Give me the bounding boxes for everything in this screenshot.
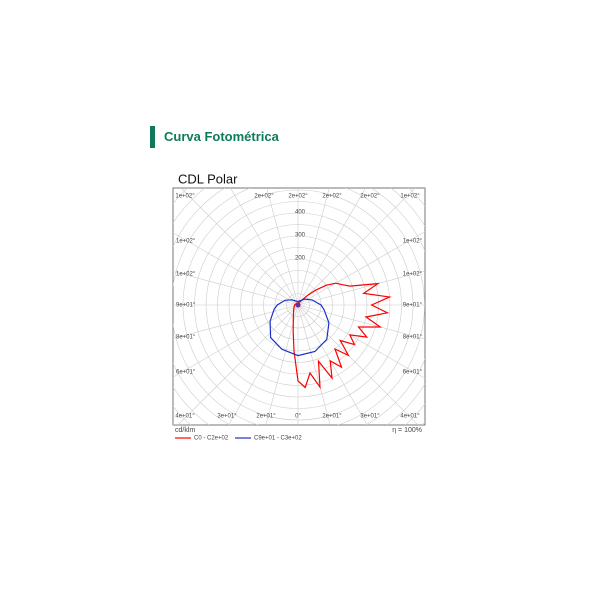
angle-label: 2e+02°: [322, 194, 342, 200]
spoke: [297, 188, 416, 306]
spoke: [173, 232, 299, 306]
angle-label: 1e+02°: [176, 272, 196, 278]
angle-label: 8e+01°: [403, 335, 423, 341]
chart-title: CDL Polar: [178, 171, 238, 186]
angle-label: 2e+01°: [322, 414, 342, 420]
angle-label: 2e+02°: [360, 194, 380, 200]
angle-label: 2e+02°: [288, 194, 308, 200]
legend-label: C9e+01 - C3e+02: [254, 436, 302, 442]
angle-label: 6e+01°: [403, 370, 423, 376]
angle-label: 4e+01°: [400, 414, 420, 420]
r-tick-label: 400: [295, 210, 306, 216]
spoke: [297, 270, 425, 306]
r-tick-label: 200: [295, 256, 306, 262]
spoke: [180, 188, 299, 306]
angle-label: 2e+01°: [256, 414, 276, 420]
spoke: [297, 188, 330, 306]
spoke: [297, 304, 419, 425]
unit-label: cd/klm: [175, 427, 195, 434]
plot-frame: [172, 187, 426, 426]
spoke: [297, 304, 331, 425]
angle-label: 1e+02°: [175, 194, 195, 200]
angle-label: 1e+02°: [400, 194, 420, 200]
angle-label: 3e+01°: [217, 414, 237, 420]
angle-label: 1e+02°: [403, 272, 423, 278]
spoke: [173, 304, 299, 378]
angle-label: 9e+01°: [403, 303, 423, 309]
spoke: [230, 188, 299, 306]
section-title: Curva Fotométrica: [150, 126, 279, 148]
grid: [173, 188, 425, 425]
spoke: [297, 304, 425, 379]
angle-label: 4e+01°: [175, 414, 195, 420]
spoke: [266, 188, 299, 306]
spoke: [228, 304, 299, 425]
r-tick-label: 300: [295, 233, 306, 239]
angle-label: 1e+02°: [176, 239, 196, 245]
spoke: [173, 304, 299, 339]
spoke: [297, 231, 425, 306]
efficiency-label: η = 100%: [392, 427, 422, 434]
spoke: [265, 304, 299, 425]
spoke: [297, 304, 368, 425]
spoke: [297, 304, 425, 340]
center-mark: [295, 302, 301, 308]
polar-curve: [269, 298, 330, 357]
polar-curve: [292, 282, 392, 390]
angle-label: 0°: [295, 414, 301, 420]
spoke: [297, 188, 366, 306]
angle-label: 3e+01°: [360, 414, 380, 420]
angle-label: 8e+01°: [176, 335, 196, 341]
angle-label: 2e+02°: [254, 194, 274, 200]
angle-label: 6e+01°: [176, 370, 196, 376]
spoke: [173, 271, 299, 306]
legend-label: C0 - C2e+02: [194, 436, 229, 442]
spoke: [177, 304, 299, 425]
angle-label: 1e+02°: [403, 239, 423, 245]
angle-label: 9e+01°: [176, 303, 196, 309]
